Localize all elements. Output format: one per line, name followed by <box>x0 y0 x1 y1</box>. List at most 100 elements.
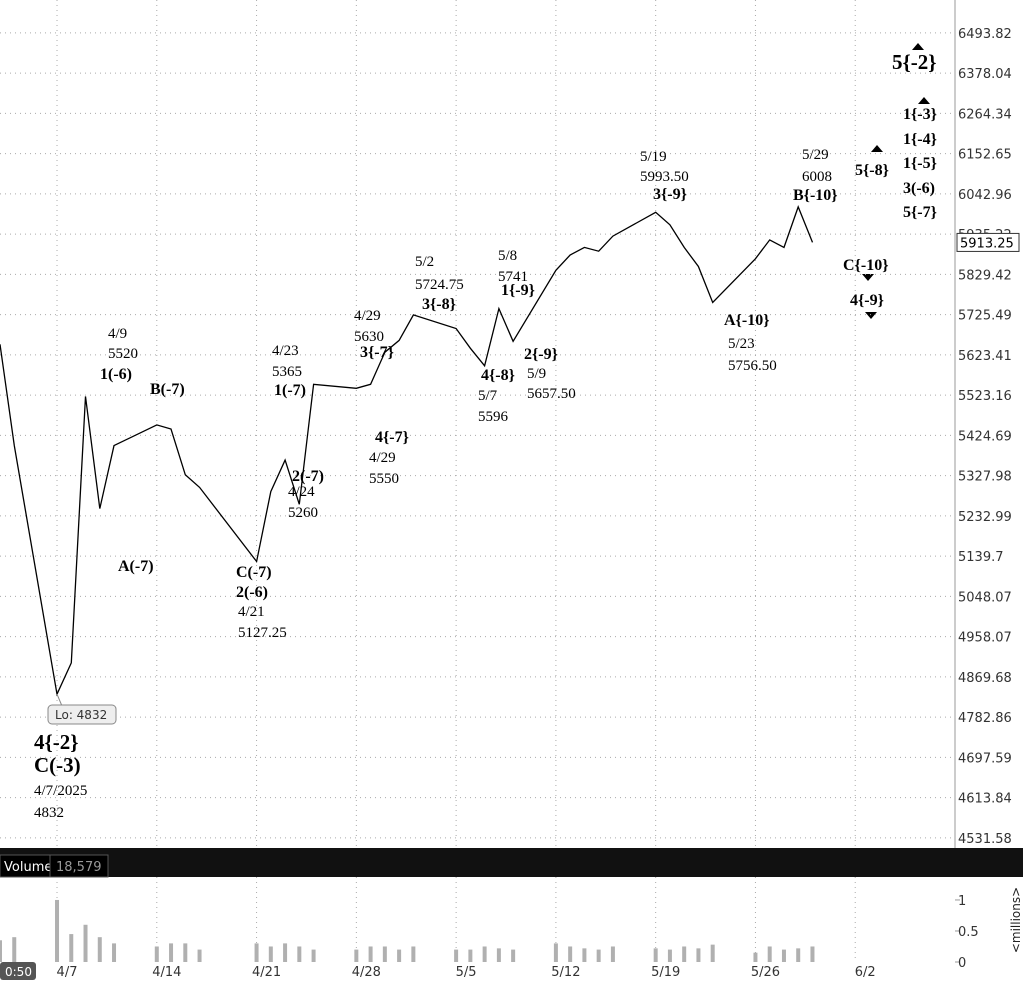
wave-annotation: A{-10} <box>724 312 770 329</box>
wave-annotation: 5741 <box>498 269 528 285</box>
wave-annotation: B(-7) <box>150 381 185 398</box>
wave-annotation: 4/24 <box>288 484 315 500</box>
y-tick-label: 4613.84 <box>958 792 1012 807</box>
time-box <box>0 962 36 980</box>
volume-bar <box>112 943 117 962</box>
volume-bar <box>411 946 416 962</box>
y-tick-label: 4531.58 <box>958 832 1012 847</box>
wave-annotation: 5/7 <box>478 388 498 404</box>
wave-annotation: 3{-8} <box>422 296 456 313</box>
volume-bar <box>183 943 188 962</box>
volume-bar <box>511 949 516 962</box>
wave-annotation: 4832 <box>34 805 64 821</box>
volume-bar <box>0 940 2 962</box>
y-tick-label: 5623.41 <box>958 349 1012 364</box>
volume-bar <box>796 948 801 962</box>
wave-annotation: 5/2 <box>415 254 434 270</box>
volume-bar <box>69 934 74 962</box>
wave-annotation: 6008 <box>802 169 832 185</box>
volume-bar <box>610 946 615 962</box>
volume-tick-label: 1 <box>958 894 966 909</box>
volume-tick-label: 0.5 <box>958 925 979 940</box>
wave-annotation: 2(-6) <box>236 584 268 601</box>
wave-annotation: 1{-5} <box>903 155 937 172</box>
volume-bar <box>753 952 758 962</box>
volume-bar <box>268 946 273 962</box>
y-tick-label: 6493.82 <box>958 27 1012 42</box>
volume-bar <box>553 943 558 962</box>
wave-annotation: 3{-7} <box>360 344 394 361</box>
y-tick-label: 6378.04 <box>958 67 1012 82</box>
y-tick-label: 5829.42 <box>958 268 1012 283</box>
volume-bar <box>382 946 387 962</box>
wave-annotation: 4{-2} <box>34 730 79 754</box>
last-price-label: 5913.25 <box>960 236 1014 251</box>
x-tick-label: 4/7 <box>57 965 78 980</box>
wave-annotation: 5630 <box>354 329 384 345</box>
volume-bar <box>568 946 573 962</box>
volume-bar <box>781 949 786 962</box>
volume-bar <box>810 946 815 962</box>
wave-annotation: 1{-3} <box>903 106 937 123</box>
wave-annotation: 1{-9} <box>501 282 535 299</box>
price-line <box>0 205 814 697</box>
wave-annotation: 2(-7) <box>292 468 324 485</box>
y-tick-label: 5139.7 <box>958 550 1004 565</box>
wave-annotation: 4{-7} <box>375 429 409 446</box>
low-label: Lo: 4832 <box>55 708 107 722</box>
low-box <box>47 704 117 725</box>
wave-annotation: 5/23 <box>728 336 755 352</box>
volume-bar <box>297 946 302 962</box>
wave-annotation: 5/9 <box>527 366 546 382</box>
volume-value: 18,579 <box>56 860 102 875</box>
wave-annotation: 5{-7} <box>903 204 937 221</box>
wave-annotation: C{-10} <box>843 257 889 274</box>
wave-annotation: 4{-8} <box>481 367 515 384</box>
volume-bar <box>169 943 174 962</box>
volume-bar <box>55 899 60 962</box>
volume-bar <box>12 937 17 962</box>
wave-annotation: 5550 <box>369 471 399 487</box>
volume-bar <box>454 949 459 962</box>
wave-annotation: 4/29 <box>369 450 396 466</box>
wave-annotation: 3{-9} <box>653 186 687 203</box>
last-price-box <box>956 232 1020 252</box>
volume-bar <box>653 948 658 962</box>
volume-bar <box>254 943 259 962</box>
wave-annotation: 1(-6) <box>100 366 132 383</box>
wave-annotation: 5/19 <box>640 149 667 165</box>
wave-annotation: 1(-7) <box>274 382 306 399</box>
volume-bar <box>667 949 672 962</box>
y-tick-label: 5424.69 <box>958 429 1012 444</box>
volume-bar <box>582 948 587 962</box>
volume-bar <box>83 924 88 962</box>
volume-bar <box>767 946 772 962</box>
wave-annotation: 5724.75 <box>415 277 464 293</box>
wave-annotation: B{-10} <box>793 187 838 204</box>
x-tick-label: 4/14 <box>152 965 181 980</box>
wave-annotation: 5/8 <box>498 248 517 264</box>
volume-bar <box>154 946 159 962</box>
volume-bar <box>696 948 701 962</box>
volume-bar <box>482 946 487 962</box>
wave-annotation: 5756.50 <box>728 358 777 374</box>
wave-annotation: 4/7/2025 <box>34 783 87 799</box>
volume-bar <box>682 946 687 962</box>
volume-value-box <box>49 854 109 878</box>
y-tick-label: 4782.86 <box>958 711 1012 726</box>
volume-tick-label: 0 <box>958 956 966 971</box>
wave-annotation: 1{-4} <box>903 131 937 148</box>
volume-bar <box>283 943 288 962</box>
wave-annotation: 4/9 <box>108 326 127 342</box>
y-tick-label: 4958.07 <box>958 631 1012 646</box>
y-tick-label: 5232.99 <box>958 510 1012 525</box>
x-tick-label: 6/2 <box>855 965 876 980</box>
y-tick-label: 5725.49 <box>958 309 1012 324</box>
wave-annotation: 2{-9} <box>524 346 558 363</box>
y-tick-label: 5327.98 <box>958 470 1012 485</box>
wave-annotation: 5/29 <box>802 147 829 163</box>
y-tick-label: 6042.96 <box>958 188 1012 203</box>
x-tick-label: 5/26 <box>751 965 780 980</box>
y-tick-label: 4697.59 <box>958 751 1012 766</box>
